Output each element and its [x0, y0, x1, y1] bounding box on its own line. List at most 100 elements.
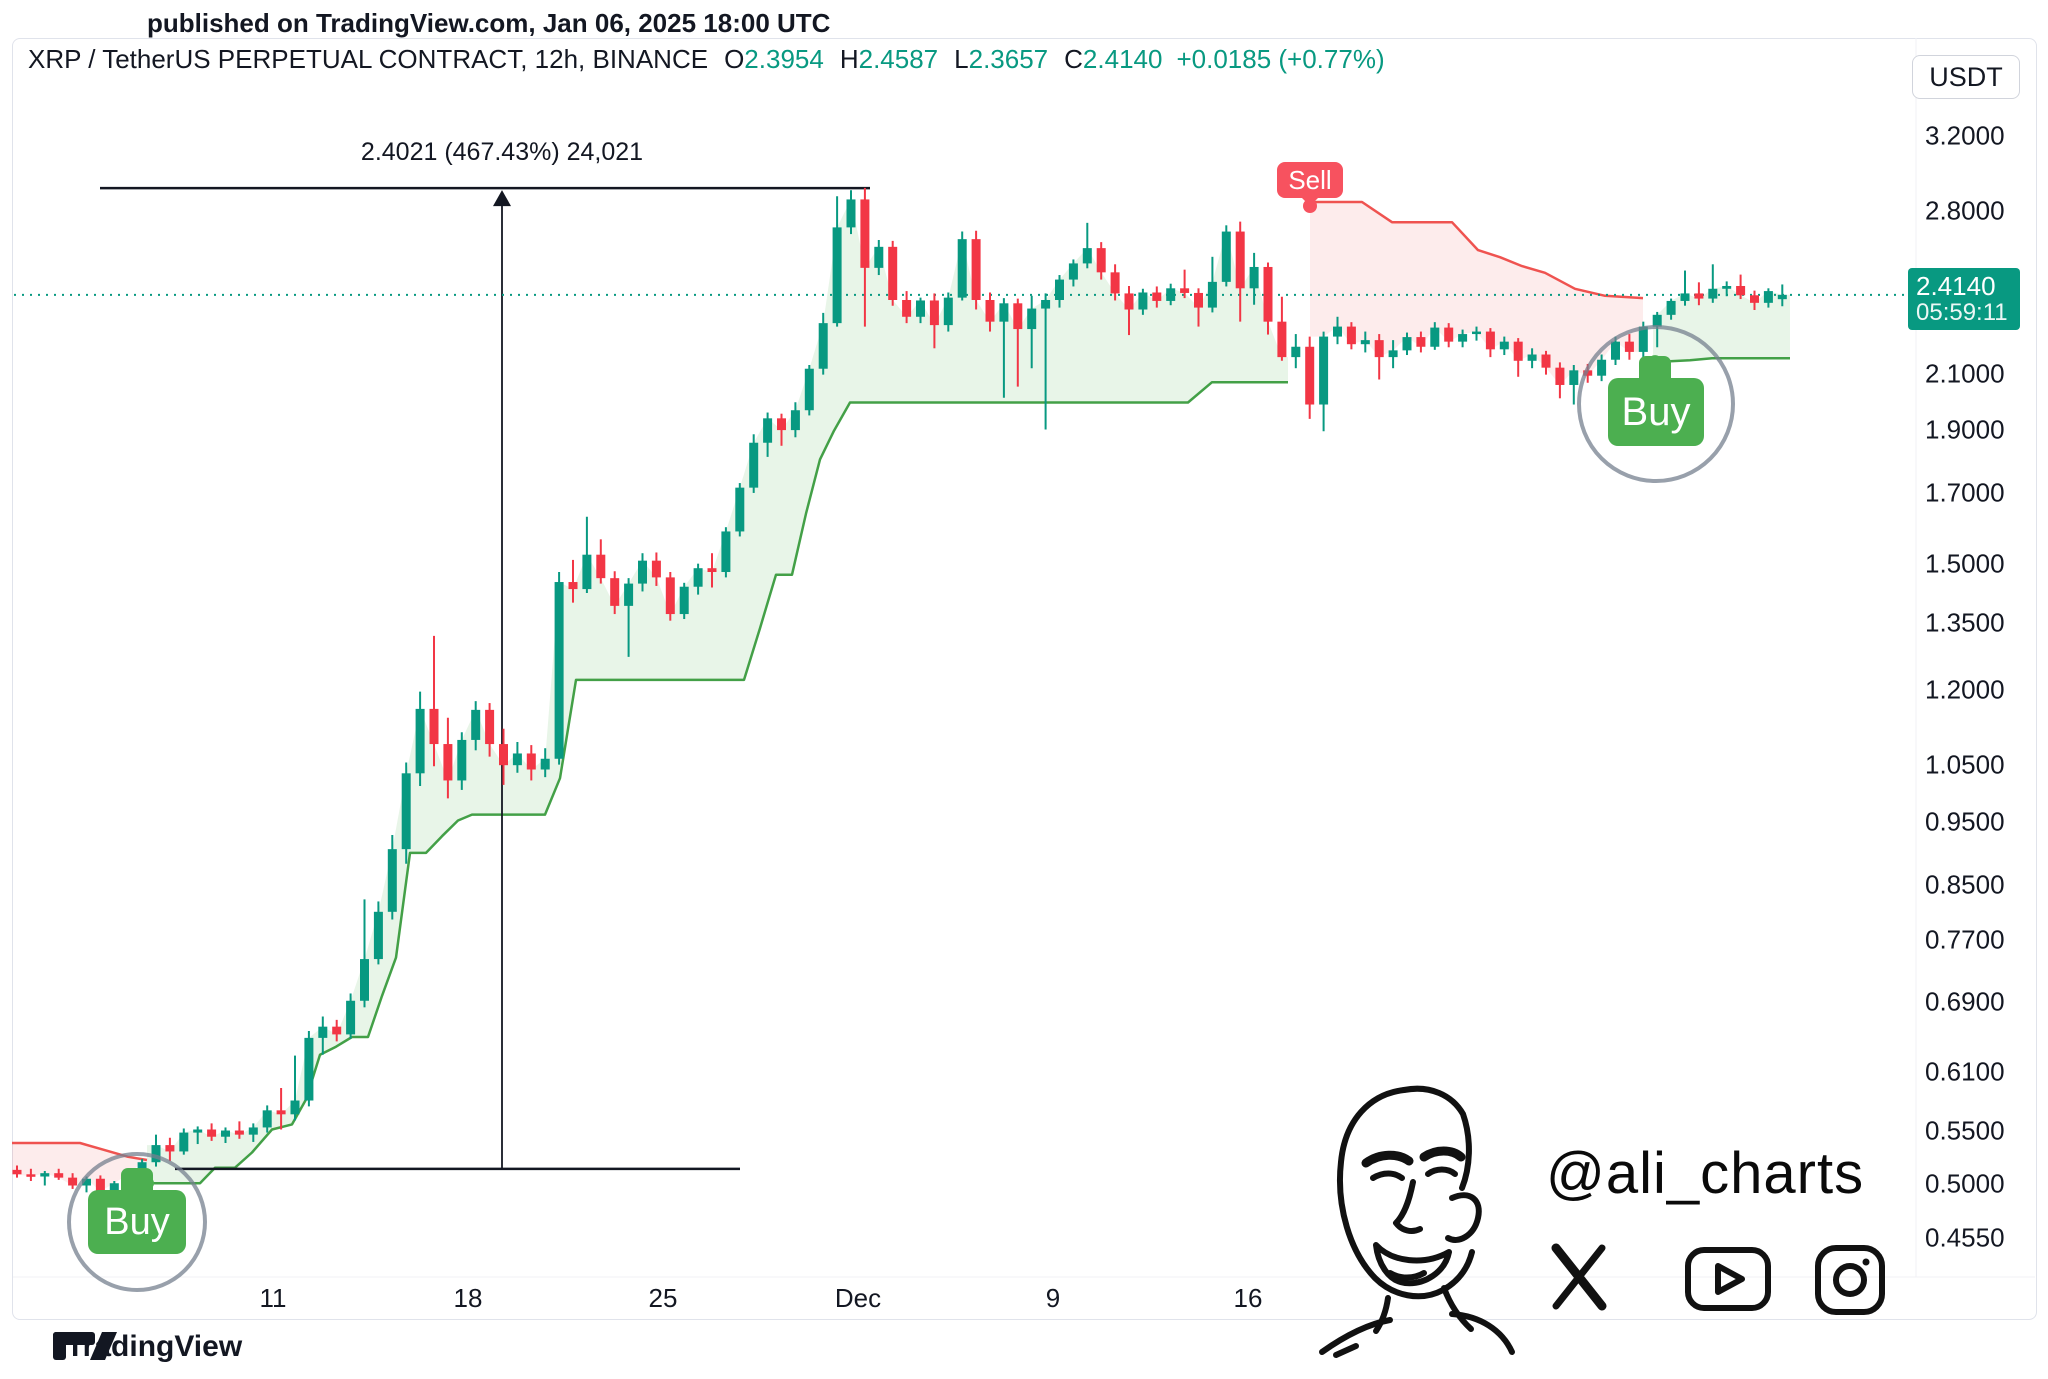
candle-body: [554, 582, 564, 759]
candle: [360, 899, 369, 1008]
price-tick: 1.3500: [1925, 607, 2005, 638]
candle-body: [401, 773, 411, 850]
candle: [1319, 331, 1329, 432]
candle-body: [346, 1000, 356, 1035]
candle: [693, 563, 703, 595]
candle: [221, 1127, 230, 1143]
stop-band-red-1-fill: [1310, 202, 1643, 385]
candle: [471, 701, 481, 751]
current-price-label: 2.4140 05:59:11: [1908, 267, 2020, 330]
candle: [304, 1030, 314, 1107]
price-tick: 0.8500: [1925, 869, 2005, 900]
tradingview-logo-icon: [53, 1332, 117, 1360]
candle-body: [248, 1127, 258, 1135]
candle: [1207, 256, 1217, 313]
candle: [1652, 311, 1662, 348]
candle-body: [193, 1129, 203, 1133]
candle: [193, 1126, 203, 1145]
buy-annotation-circle[interactable]: [67, 1152, 207, 1292]
youtube-icon[interactable]: [1685, 1247, 1771, 1311]
candle: [290, 1055, 300, 1121]
buy-signal-chip-left[interactable]: Buy: [88, 1190, 186, 1254]
candle: [1430, 322, 1440, 350]
candle-body: [1638, 326, 1648, 352]
candle: [1249, 252, 1259, 305]
candle: [1722, 281, 1732, 297]
candle-body: [1166, 288, 1176, 301]
candle-body: [1277, 321, 1287, 358]
candle-body: [234, 1130, 244, 1135]
price-range-tool[interactable]: [100, 186, 870, 1171]
price-tick: 1.7000: [1925, 477, 2005, 508]
candle-body: [457, 739, 467, 781]
candle: [999, 298, 1009, 398]
candle: [596, 539, 606, 584]
candle-body: [1249, 266, 1259, 289]
open-value: 2.3954: [744, 43, 824, 74]
x-icon[interactable]: [1551, 1243, 1607, 1311]
candle-body: [387, 849, 397, 912]
price-tick: 0.5500: [1925, 1115, 2005, 1146]
candle-body: [526, 753, 536, 770]
candle: [1611, 336, 1620, 366]
instagram-icon[interactable]: [1815, 1245, 1885, 1315]
candle-body: [1597, 359, 1607, 376]
candle: [318, 1016, 328, 1055]
candle-body: [582, 554, 592, 590]
chart-legend[interactable]: XRP / TetherUS PERPETUAL CONTRACT, 12h, …: [28, 44, 1385, 74]
candle-body: [1777, 294, 1787, 300]
candle-body: [1722, 285, 1732, 289]
candle: [1263, 262, 1273, 335]
candle: [387, 834, 397, 920]
stop-band-green-0-fill: [147, 199, 1288, 1184]
candle-body: [165, 1145, 175, 1152]
candle: [1499, 336, 1509, 356]
candle-body: [151, 1145, 161, 1163]
candle: [526, 745, 536, 781]
price-tick: 0.6100: [1925, 1056, 2005, 1087]
candle: [1597, 354, 1607, 382]
candle: [165, 1137, 175, 1162]
candle-body: [109, 1183, 119, 1192]
candle-body: [1555, 367, 1565, 385]
candle-body: [1569, 370, 1579, 385]
candle-body: [1624, 341, 1634, 352]
candle: [1402, 332, 1412, 356]
candle: [902, 291, 912, 324]
measure-arrowhead: [493, 190, 511, 207]
candle-body: [749, 442, 759, 488]
chart-widget-frame: [12, 38, 2037, 1320]
candle-body: [916, 300, 925, 317]
candle: [1736, 274, 1746, 300]
price-range-measurement-label[interactable]: 2.4021 (467.43%) 24,021: [360, 138, 644, 166]
buy-signal-chip-right[interactable]: Buy: [1608, 378, 1704, 446]
candle-body: [415, 708, 425, 774]
candle: [68, 1173, 78, 1189]
candle-body: [1124, 293, 1134, 310]
candle-body: [1541, 354, 1551, 368]
candle-body: [1513, 341, 1523, 361]
candle: [1569, 365, 1579, 405]
time-tick: 25: [648, 1283, 678, 1313]
candle: [12, 1165, 22, 1178]
candle-body: [651, 560, 661, 578]
candle: [1527, 348, 1537, 369]
candle: [1180, 269, 1190, 299]
time-tick: Dec: [834, 1283, 882, 1313]
sell-signal-chip[interactable]: Sell: [1277, 162, 1343, 198]
candle-body: [902, 299, 912, 317]
stop-band-green-1-line: [1652, 356, 1790, 364]
symbol-title[interactable]: XRP / TetherUS PERPETUAL CONTRACT, 12h, …: [28, 43, 709, 74]
candle-body: [596, 554, 606, 579]
candle-body: [499, 744, 508, 766]
candle-body: [1360, 340, 1370, 345]
candle: [1194, 288, 1203, 327]
candle: [276, 1087, 286, 1130]
buy-annotation-circle[interactable]: [1577, 325, 1735, 483]
tradingview-logo[interactable]: TradingView: [52, 1330, 242, 1364]
candle: [1277, 296, 1287, 361]
currency-toggle-button[interactable]: USDT: [1912, 55, 2020, 99]
candle-body: [262, 1110, 272, 1128]
candle-body: [304, 1037, 314, 1101]
